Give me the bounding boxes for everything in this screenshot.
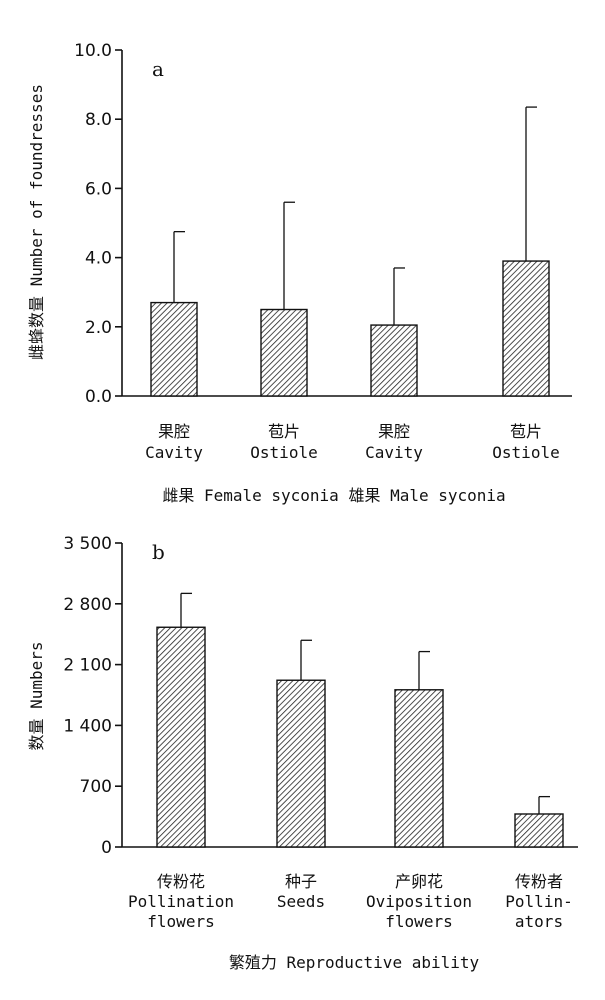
panel-b-y-tick-label: 2 800: [63, 595, 112, 615]
panel-a-bar: [370, 324, 418, 397]
panel-b-bar: [156, 626, 206, 848]
panel-a-category-label: 苞片: [268, 422, 300, 441]
panel-b-chart: b 数量 Numbers 0 700 1 400 2 100 2 800 3 500 传粉…: [27, 534, 578, 972]
panel-b-category-label: ators: [515, 912, 563, 931]
panel-a-bar: [150, 301, 198, 397]
panel-b-category-label: flowers: [147, 912, 214, 931]
panel-b-category-label: 传粉者: [515, 872, 563, 891]
panel-a-category-label: Cavity: [365, 443, 423, 462]
panel-b-y-tick-label: 0: [101, 838, 112, 858]
panel-b-category-label: Pollin-: [505, 892, 572, 911]
panel-b-bar: [276, 679, 326, 848]
panel-b-category-label: 产卵花: [395, 872, 443, 891]
panel-a-category-label: Cavity: [145, 443, 203, 462]
panel-a-category-label: 果腔: [158, 422, 190, 441]
panel-b-y-axis-title: 数量 Numbers: [27, 641, 46, 750]
panel-b-category-label: flowers: [385, 912, 452, 931]
panel-a-y-tick-label: 8.0: [85, 110, 112, 130]
panel-a-y-tick-label: 10.0: [74, 41, 112, 61]
panel-a-y-tick-label: 4.0: [85, 249, 112, 269]
panel-a-category-label: 果腔: [378, 422, 410, 441]
panel-a-y-tick-label: 6.0: [85, 179, 112, 199]
panel-b-y-ticks: 0 700 1 400 2 100 2 800 3 500: [63, 534, 578, 858]
panel-b-category-label: 种子: [285, 872, 317, 891]
panel-a-category-label: 苞片: [510, 422, 542, 441]
panel-a-y-tick-label: 0.0: [85, 387, 112, 407]
panel-b-y-tick-label: 1 400: [63, 716, 112, 736]
panel-b-category-label: Oviposition: [366, 892, 472, 911]
panel-a-category-labels: 果腔 Cavity 苞片 Ostiole 果腔 Cavity 苞片 Ostiole: [145, 422, 560, 462]
panel-b-x-axis-title: 繁殖力 Reproductive ability: [229, 953, 480, 972]
panel-b-letter: b: [152, 540, 165, 564]
panel-a-chart: a 雌蜂数量 Number of foundresses 0.0 2.0 4.0 6.…: [27, 41, 572, 505]
panel-a-category-label: Ostiole: [492, 443, 559, 462]
panel-a-y-ticks: 0.0 2.0 4.0 6.0 8.0 10.0: [74, 41, 572, 407]
panel-a-y-axis-title: 雌蜂数量 Number of foundresses: [27, 84, 46, 360]
panel-b-category-label: 传粉花: [157, 872, 205, 891]
panel-a-bar: [502, 260, 550, 397]
panel-b-bar: [514, 813, 564, 848]
panel-b-bars: [156, 592, 564, 848]
panel-b-y-tick-label: 700: [80, 777, 112, 797]
panel-b-category-label: Seeds: [277, 892, 325, 911]
panel-b-y-tick-label: 2 100: [63, 656, 112, 676]
panel-a-bars: [150, 106, 550, 397]
panel-a-group-label: 雌果 Female syconia 雄果 Male syconia: [162, 486, 505, 505]
panel-b-category-label: Pollination: [128, 892, 234, 911]
panel-a-category-label: Ostiole: [250, 443, 317, 462]
panel-b-bar: [394, 689, 444, 848]
panel-a-y-tick-label: 2.0: [85, 318, 112, 338]
panel-b-category-labels: 传粉花Pollinationflowers种子Seeds产卵花Ovipositi…: [128, 872, 573, 931]
panel-b-y-tick-label: 3 500: [63, 534, 112, 554]
panel-a-bar: [260, 308, 308, 397]
panel-a-letter: a: [152, 57, 164, 81]
